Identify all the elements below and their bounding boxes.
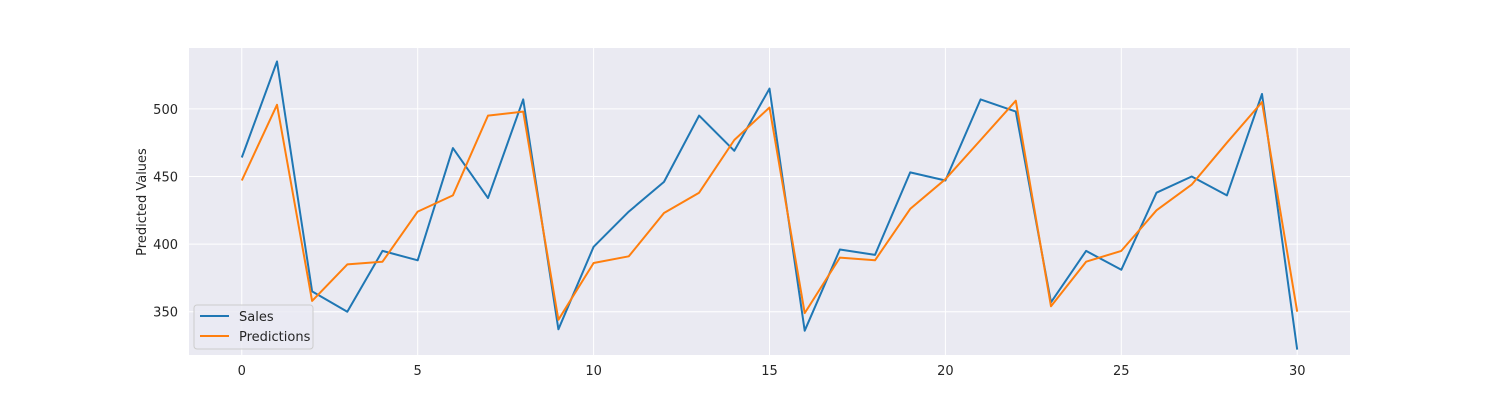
- y-tick-label: 400: [153, 238, 178, 253]
- legend-label-predictions: Predictions: [239, 330, 311, 345]
- x-tick-label: 0: [238, 364, 246, 379]
- series-lines: [240, 60, 1299, 350]
- x-tick-label: 25: [1113, 364, 1130, 379]
- x-tick-label: 30: [1289, 364, 1306, 379]
- x-tick-label: 15: [761, 364, 778, 379]
- series-line-sales: [240, 60, 1299, 350]
- legend: Sales Predictions: [193, 304, 314, 350]
- y-axis-label: Predicted Values: [135, 148, 150, 256]
- y-tick-labels: 350 400 450 500: [153, 103, 178, 321]
- series-line-predictions: [240, 99, 1299, 321]
- y-tick-label: 500: [153, 103, 178, 118]
- x-tick-labels: 0 5 10 15 20 25 30: [238, 364, 1306, 379]
- legend-label-sales: Sales: [239, 310, 274, 325]
- y-tick-label: 450: [153, 170, 178, 185]
- x-tick-label: 10: [585, 364, 602, 379]
- x-tick-label: 20: [937, 364, 954, 379]
- y-tick-label: 350: [153, 306, 178, 321]
- x-tick-label: 5: [414, 364, 422, 379]
